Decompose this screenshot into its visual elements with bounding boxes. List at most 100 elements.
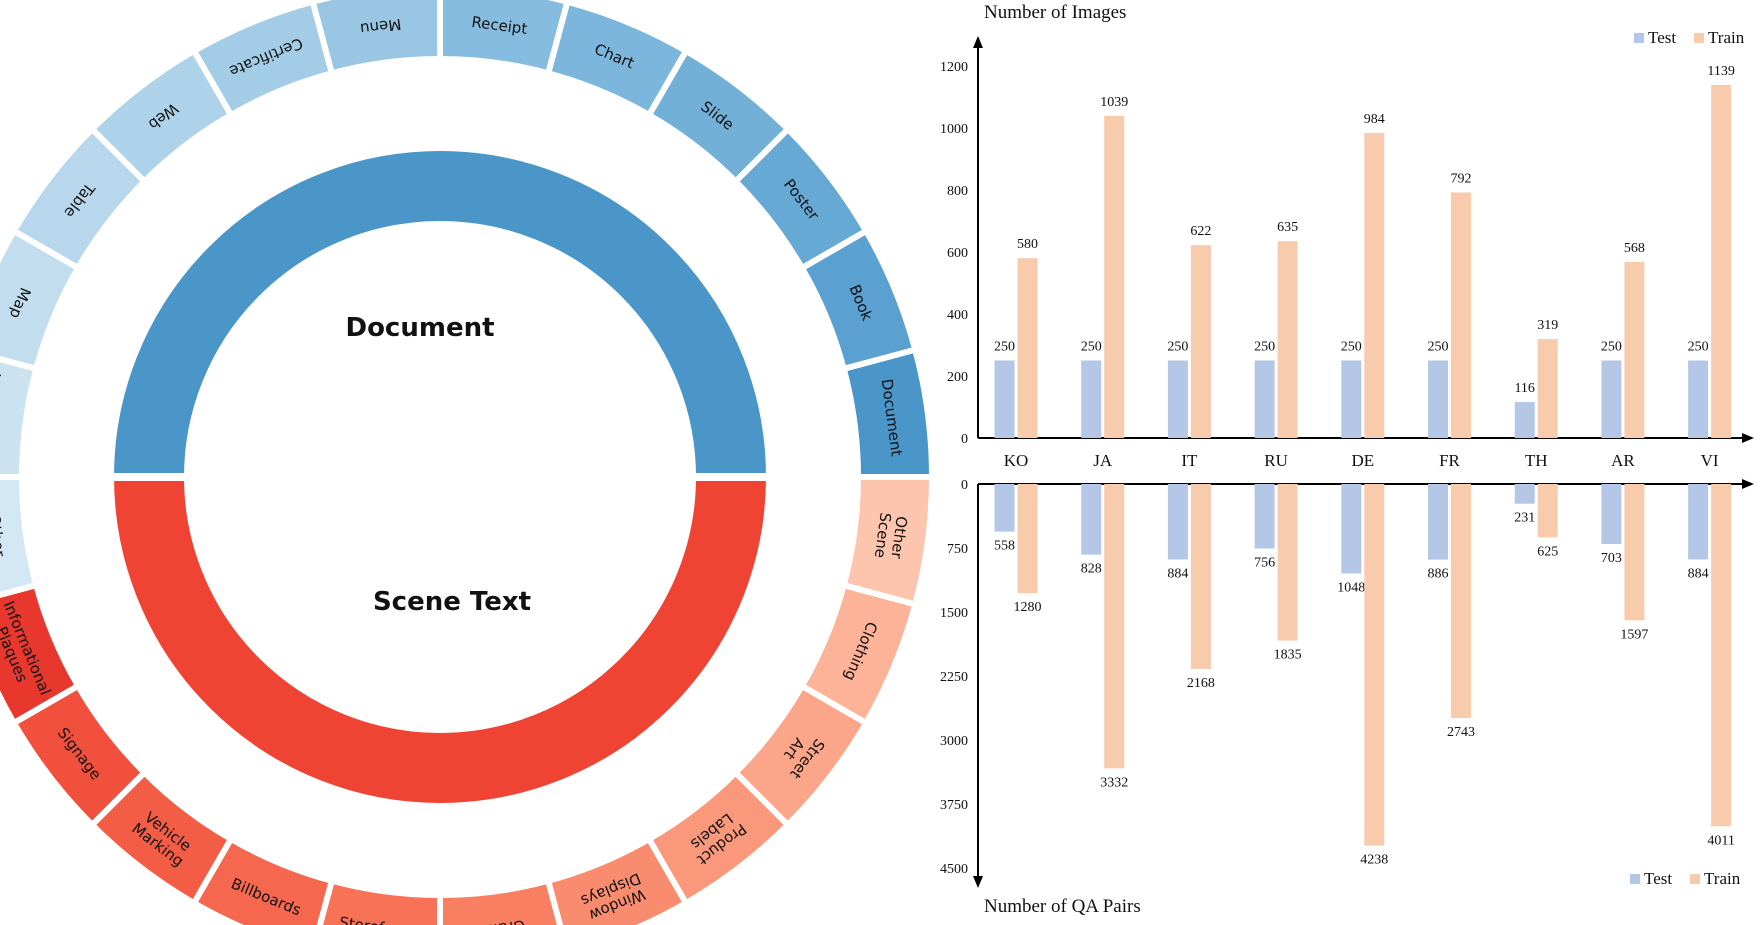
bar-charts: Number of Images Number of QA Pairs 0 200 40…	[940, 2, 1754, 917]
outer-segment-informational-plaques	[0, 581, 83, 728]
bottom-bar-label: 703	[1601, 551, 1622, 566]
bottom-chart-title: Number of QA Pairs	[984, 896, 1141, 917]
bottom-bar-train-ru	[1277, 484, 1298, 641]
bottom-bar-label: 886	[1428, 567, 1449, 582]
inner-segment-scene-text	[105, 473, 775, 811]
top-bar-label: 635	[1277, 220, 1298, 235]
top-bar-label: 250	[1341, 340, 1362, 355]
top-legend: Test Train	[1634, 28, 1745, 47]
outer-segment-window-displays	[544, 834, 691, 925]
top-y-tick: 0	[961, 432, 968, 447]
bottom-bar-test-vi	[1688, 484, 1709, 560]
bottom-y-tick: 1500	[940, 606, 968, 621]
bottom-bar-label: 3332	[1100, 775, 1128, 790]
outer-segment-table	[9, 124, 149, 273]
outer-label-storefronts: Storefronts	[338, 913, 423, 925]
bottom-bar-train-ko	[1017, 484, 1038, 594]
outer-segment-other-docs	[0, 474, 40, 599]
bottom-bar-train-de	[1364, 484, 1385, 846]
bottom-bar-label: 884	[1167, 566, 1188, 581]
top-y-tick: 200	[947, 370, 968, 385]
bottom-bar-label: 4011	[1707, 833, 1734, 848]
top-bar-train-ko	[1017, 258, 1038, 438]
bottom-bar-test-ar	[1601, 484, 1622, 544]
bottom-bar-train-vi	[1711, 484, 1732, 827]
top-bar-test-ko	[994, 360, 1015, 438]
bottom-bar-train-ar	[1624, 484, 1645, 621]
category-label-th: TH	[1525, 451, 1548, 470]
inner-label-scene-text: Scene Text	[373, 587, 531, 617]
top-bar-test-ar	[1601, 360, 1622, 438]
legend-swatch-train	[1694, 33, 1704, 43]
bottom-bar-label: 4238	[1360, 853, 1388, 868]
bottom-bar-test-it	[1167, 484, 1188, 560]
top-bar-label: 792	[1451, 171, 1472, 186]
category-label-vi: VI	[1701, 451, 1719, 470]
outer-label-other-docs: OtherDocs	[0, 513, 9, 561]
bottom-bar-label: 2743	[1447, 725, 1475, 740]
bottom-bar-label: 2168	[1187, 676, 1215, 691]
bottom-bar-label: 1280	[1014, 600, 1042, 615]
outer-label-menu: Menu	[359, 15, 402, 38]
outer-segment-vehicle-marking	[87, 768, 236, 908]
top-bar-label: 250	[1167, 340, 1188, 355]
top-x-axis-arrow	[1742, 433, 1754, 443]
bottom-bar-test-ja	[1081, 484, 1102, 555]
top-bar-test-ja	[1081, 360, 1102, 438]
outer-segment-product-labels	[644, 768, 793, 908]
top-bar-label: 250	[1254, 340, 1275, 355]
top-y-tick: 600	[947, 246, 968, 261]
top-bar-test-ru	[1254, 360, 1275, 438]
top-bar-test-de	[1341, 360, 1362, 438]
outer-segment-slide	[644, 46, 793, 186]
outer-segment-other-scene	[840, 474, 936, 609]
top-bar-label: 622	[1190, 224, 1211, 239]
top-bar-train-ar	[1624, 261, 1645, 438]
top-bar-label: 250	[1428, 340, 1449, 355]
bottom-x-axis-arrow	[1742, 479, 1754, 489]
category-label-it: IT	[1181, 451, 1198, 470]
top-bar-label: 1139	[1707, 64, 1734, 79]
bottom-bar-label: 756	[1254, 556, 1275, 571]
outer-segment-signage	[9, 681, 149, 830]
outer-segment-storefronts	[316, 877, 443, 925]
top-y-axis-arrow	[973, 36, 983, 48]
bottom-bar-train-ja	[1104, 484, 1125, 769]
legend-label-test: Test	[1644, 869, 1672, 888]
outer-segment-poster	[731, 124, 871, 273]
top-y-tick: 1200	[940, 60, 968, 75]
outer-segment-book	[797, 226, 919, 373]
top-bar-train-vi	[1711, 84, 1732, 438]
inner-label-document: Document	[345, 313, 494, 343]
top-bar-train-th	[1537, 339, 1558, 438]
legend-label-train: Train	[1708, 28, 1745, 47]
legend-label-train: Train	[1704, 869, 1741, 888]
bottom-y-axis-arrow	[973, 876, 983, 888]
top-bar-label: 319	[1537, 318, 1558, 333]
category-label-ja: JA	[1093, 451, 1113, 470]
bottom-legend: Test Train	[1630, 869, 1741, 888]
top-bar-test-it	[1167, 360, 1188, 438]
bottom-bar-train-it	[1190, 484, 1211, 670]
bottom-bar-train-th	[1537, 484, 1558, 538]
legend-swatch-train	[1690, 874, 1700, 884]
bottom-bar-label: 828	[1081, 562, 1102, 577]
inner-segment-document	[105, 143, 775, 481]
category-label-fr: FR	[1439, 451, 1460, 470]
top-bar-train-it	[1190, 245, 1211, 438]
top-bar-label: 116	[1514, 381, 1534, 396]
legend-label-test: Test	[1648, 28, 1676, 47]
top-chart-title: Number of Images	[984, 2, 1126, 23]
outer-segment-street-art	[731, 681, 871, 830]
top-bar-train-ru	[1277, 241, 1298, 438]
bottom-bar-test-ru	[1254, 484, 1275, 549]
category-label-de: DE	[1351, 451, 1374, 470]
outer-segment-map	[0, 226, 83, 373]
top-bar-label: 580	[1017, 237, 1038, 252]
bottom-bar-test-fr	[1428, 484, 1448, 560]
bottom-bar-label: 625	[1537, 544, 1558, 559]
top-y-tick: 400	[947, 308, 968, 323]
category-label-ar: AR	[1611, 451, 1635, 470]
top-y-tick: 800	[947, 184, 968, 199]
top-bar-label: 568	[1624, 241, 1645, 256]
